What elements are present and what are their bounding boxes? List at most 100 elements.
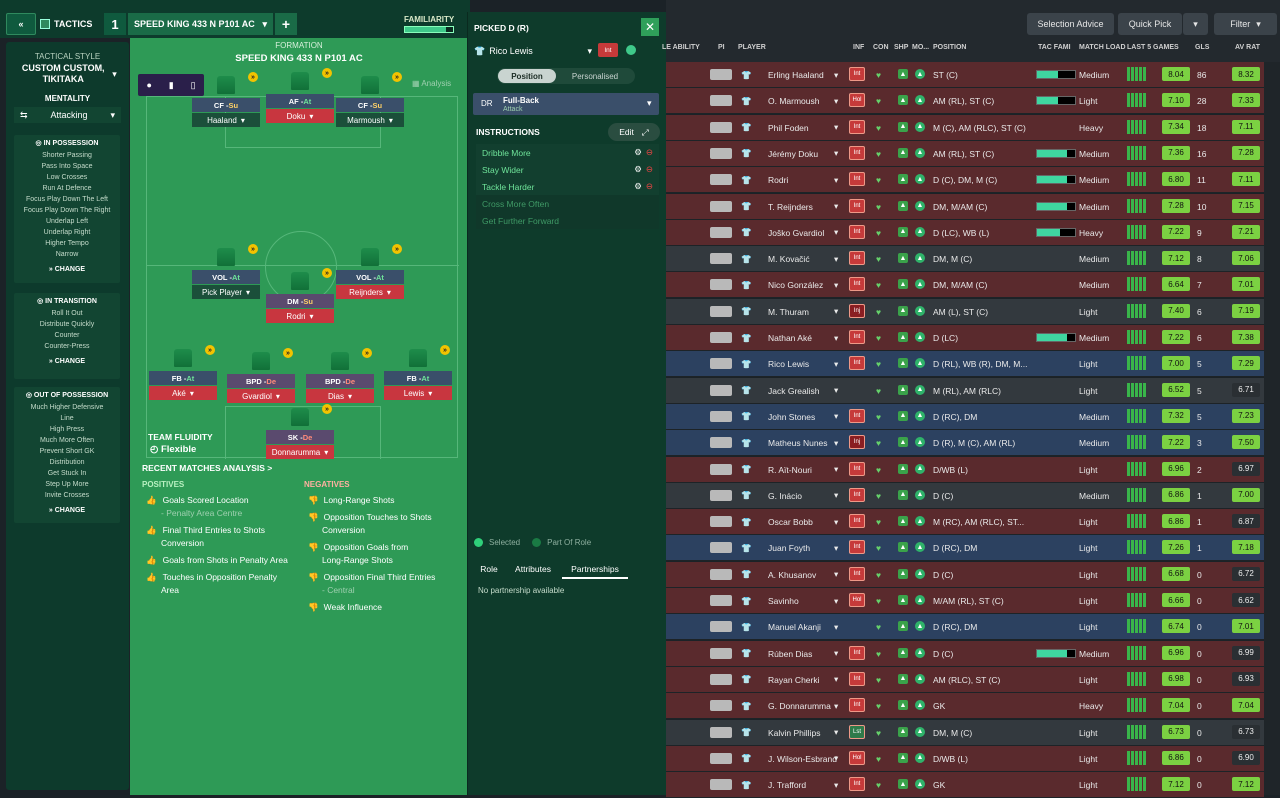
chevron-down-icon[interactable]: ▾ bbox=[834, 201, 839, 211]
table-row[interactable]: 👕 Kalvin Phillips ▾ Lst ♥ ▲ ▲ DM, M (C) Light 6.7… bbox=[666, 719, 1264, 746]
player-shirt-icon[interactable] bbox=[331, 352, 349, 370]
player-role-label[interactable]: DM - Su bbox=[266, 294, 334, 308]
player-name[interactable]: Manuel Akanji bbox=[768, 622, 821, 633]
table-row[interactable]: 👕 Jérémy Doku ▾ Int ♥ ▲ ▲ AM (RL), ST (C) Medium… bbox=[666, 140, 1264, 167]
player-role-label[interactable]: CF - Su bbox=[336, 98, 404, 112]
table-row[interactable]: 👕 A. Khusanov ▾ Int ♥ ▲ ▲ D (C) Light 6.68 0 6.72 bbox=[666, 561, 1264, 588]
player-name[interactable]: O. Marmoush bbox=[768, 96, 820, 107]
chevron-down-icon[interactable]: ▾ bbox=[834, 542, 839, 553]
player-name[interactable]: Jérémy Doku bbox=[768, 148, 819, 159]
table-row[interactable]: 👕 Nico González ▾ Int ♥ ▲ ▲ DM, M/AM (C) Medium 6… bbox=[666, 272, 1264, 299]
player-role-label[interactable]: VOL - At bbox=[336, 270, 404, 284]
chevron-down-icon[interactable]: ▾ bbox=[834, 437, 839, 448]
gear-icon[interactable]: ⚙ bbox=[634, 147, 642, 157]
add-tactic-button[interactable]: + bbox=[275, 13, 297, 35]
player-role-label[interactable]: BPD - De bbox=[227, 374, 295, 388]
player-name[interactable]: J. Trafford bbox=[768, 780, 807, 791]
chevron-down-icon[interactable]: ▾ bbox=[834, 227, 839, 238]
player-name[interactable]: Nico González bbox=[768, 280, 824, 291]
column-header[interactable]: TAC FAMI bbox=[1038, 44, 1071, 51]
tab-personalised[interactable]: Personalised bbox=[571, 71, 619, 81]
column-header[interactable]: CON bbox=[873, 44, 889, 51]
table-row[interactable]: 👕 Erling Haaland ▾ Int ♥ ▲ ▲ ST (C) Medium 8.04 86… bbox=[666, 62, 1264, 88]
selection-advice-button[interactable]: Selection Advice bbox=[1027, 13, 1114, 35]
chevron-down-icon[interactable]: ▾ bbox=[834, 753, 839, 764]
player-name-slot[interactable]: Doku ▾ bbox=[266, 109, 334, 123]
player-shirt-icon[interactable] bbox=[291, 408, 309, 426]
chevron-down-icon[interactable]: ▾ bbox=[834, 95, 839, 106]
player-shirt-icon[interactable] bbox=[361, 248, 379, 266]
player-name[interactable]: Rico Lewis bbox=[768, 359, 810, 370]
column-header[interactable]: PI bbox=[718, 44, 725, 51]
gear-icon[interactable]: ⚙ bbox=[634, 181, 642, 191]
tactic-slot-number[interactable]: 1 bbox=[104, 13, 126, 35]
player-role-label[interactable]: SK - De bbox=[266, 430, 334, 444]
player-role-label[interactable]: AF - At bbox=[266, 94, 334, 108]
player-role-label[interactable]: FB - At bbox=[149, 371, 217, 385]
player-shirt-icon[interactable] bbox=[361, 76, 379, 94]
player-shirt-icon[interactable] bbox=[217, 248, 235, 266]
player-icon[interactable]: ● bbox=[146, 80, 152, 90]
chevron-down-icon[interactable]: ▾ bbox=[834, 595, 839, 606]
player-name[interactable]: R. Aït-Nouri bbox=[768, 464, 812, 475]
table-row[interactable]: 👕 M. Kovačić ▾ Int ♥ ▲ ▲ DM, M (C) Medium 7.12 8 7.… bbox=[666, 246, 1264, 273]
instruction-row[interactable]: Stay Wider ⚙ ⊖ bbox=[476, 161, 659, 178]
player-name[interactable]: Savinho bbox=[768, 596, 799, 606]
chevron-down-icon[interactable]: ▾ bbox=[834, 411, 839, 422]
player-name[interactable]: Juan Foyth bbox=[768, 543, 811, 554]
remove-icon[interactable]: ⊖ bbox=[645, 164, 653, 174]
tab-role[interactable]: Role bbox=[480, 564, 498, 574]
chevron-down-icon[interactable]: ▾ bbox=[834, 779, 839, 790]
player-name-slot[interactable]: Gvardiol ▾ bbox=[227, 389, 295, 403]
player-name[interactable]: John Stones bbox=[768, 411, 816, 422]
analysis-toggle[interactable]: ▦ Analysis bbox=[412, 79, 452, 88]
player-role-label[interactable]: VOL - At bbox=[192, 270, 260, 284]
player-name-slot[interactable]: Pick Player ▾ bbox=[192, 285, 260, 299]
table-row[interactable]: 👕 G. Inácio ▾ Int ♥ ▲ ▲ D (C) Medium 6.86 1 7.00 bbox=[666, 482, 1264, 509]
player-shirt-icon[interactable] bbox=[291, 272, 309, 290]
instruction-row[interactable]: Get Further Forward bbox=[476, 212, 659, 229]
scrollbar[interactable] bbox=[1264, 62, 1280, 795]
tab-attributes[interactable]: Attributes bbox=[515, 564, 551, 574]
table-row[interactable]: 👕 G. Donnarumma ▾ Int ♥ ▲ ▲ GK Heavy 7.04 0 7.04 bbox=[666, 693, 1264, 720]
table-row[interactable]: 👕 Matheus Nunes ▾ Inj ♥ ▲ ▲ D (R), M (C), AM (R… bbox=[666, 430, 1264, 457]
player-name-slot[interactable]: Dias ▾ bbox=[306, 389, 374, 403]
mentality-select[interactable]: ⇆ Attacking ▾ bbox=[14, 107, 121, 123]
player-shirt-icon[interactable] bbox=[174, 349, 192, 367]
player-name[interactable]: T. Reijnders bbox=[768, 201, 813, 212]
instruction-row[interactable]: Tackle Harder ⚙ ⊖ bbox=[476, 178, 659, 195]
table-row[interactable]: 👕 Phil Foden ▾ Int ♥ ▲ ▲ M (C), AM (RLC), ST (C… bbox=[666, 114, 1264, 141]
player-name[interactable]: Rayan Cherki bbox=[768, 674, 820, 685]
pitch-icon[interactable]: ▯ bbox=[190, 79, 196, 90]
player-name[interactable]: Joško Gvardiol bbox=[768, 227, 825, 238]
player-name[interactable]: Rúben Dias bbox=[768, 648, 813, 659]
player-shirt-icon[interactable] bbox=[252, 352, 270, 370]
player-shirt-icon[interactable] bbox=[217, 76, 235, 94]
chevron-down-icon[interactable]: ▾ bbox=[834, 569, 839, 580]
role-select[interactable]: DR Full-Back Attack ▾ bbox=[473, 93, 659, 115]
chevron-down-icon[interactable]: ▾ bbox=[834, 464, 839, 474]
chevron-down-icon[interactable]: ▾ bbox=[834, 279, 839, 290]
table-row[interactable]: 👕 O. Marmoush ▾ Hol ♥ ▲ ▲ AM (RL), ST (C) Light 7… bbox=[666, 88, 1264, 115]
in-transition-change-button[interactable]: » CHANGE bbox=[48, 358, 86, 365]
chevron-down-icon[interactable]: ▾ bbox=[834, 648, 839, 659]
player-name[interactable]: Erling Haaland bbox=[768, 70, 824, 80]
column-header[interactable]: POSITION bbox=[933, 44, 967, 51]
table-row[interactable]: 👕 Rico Lewis ▾ Int ♥ ▲ ▲ D (RL), WB (R), DM, M.… bbox=[666, 351, 1264, 378]
close-button[interactable]: ✕ bbox=[641, 18, 659, 36]
table-row[interactable]: 👕 J. Wilson-Esbrand ▾ Hol ♥ ▲ ▲ D/WB (L) Light 6.… bbox=[666, 745, 1264, 772]
chevron-down-icon[interactable]: ▾ bbox=[834, 122, 839, 133]
table-row[interactable]: 👕 John Stones ▾ Int ♥ ▲ ▲ D (RC), DM Medium 7.32 5… bbox=[666, 403, 1264, 430]
quick-pick-dropdown[interactable]: ▾ bbox=[1183, 13, 1208, 35]
chevron-down-icon[interactable]: ▾ bbox=[834, 385, 839, 396]
player-name[interactable]: Rodri bbox=[768, 175, 789, 186]
recent-matches-analysis-link[interactable]: RECENT MATCHES ANALYSIS > bbox=[142, 463, 273, 473]
player-name-slot[interactable]: Marmoush ▾ bbox=[336, 113, 404, 127]
player-shirt-icon[interactable] bbox=[409, 349, 427, 367]
player-name[interactable]: Oscar Bobb bbox=[768, 517, 813, 528]
tab-partnerships[interactable]: Partnerships bbox=[562, 561, 628, 579]
player-name[interactable]: Jack Grealish bbox=[768, 385, 820, 396]
chevron-down-icon[interactable]: ▾ bbox=[834, 332, 839, 343]
chevron-down-icon[interactable]: ▾ bbox=[834, 358, 839, 369]
player-name-slot[interactable]: Aké ▾ bbox=[149, 386, 217, 400]
